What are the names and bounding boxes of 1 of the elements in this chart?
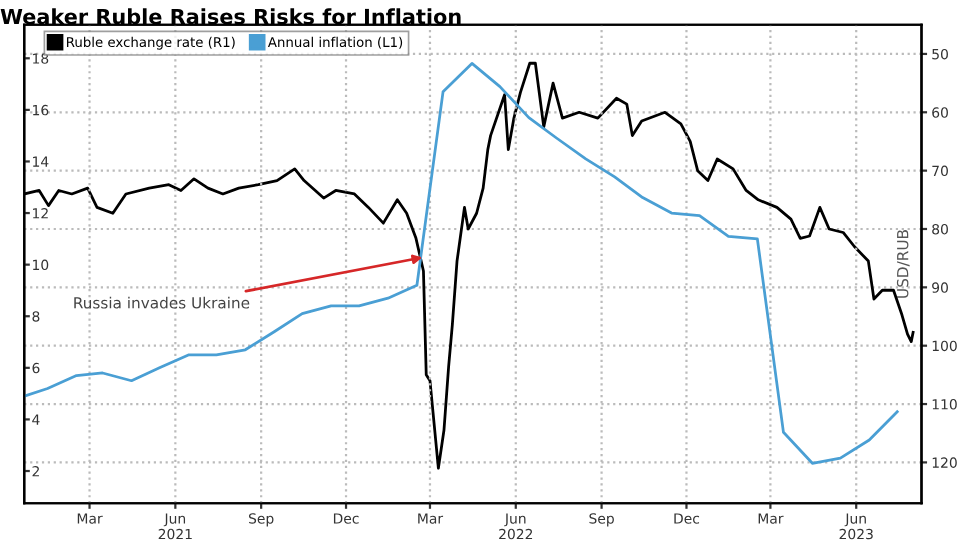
chart-title: Weaker Ruble Raises Risks for Inflation [0,8,461,25]
